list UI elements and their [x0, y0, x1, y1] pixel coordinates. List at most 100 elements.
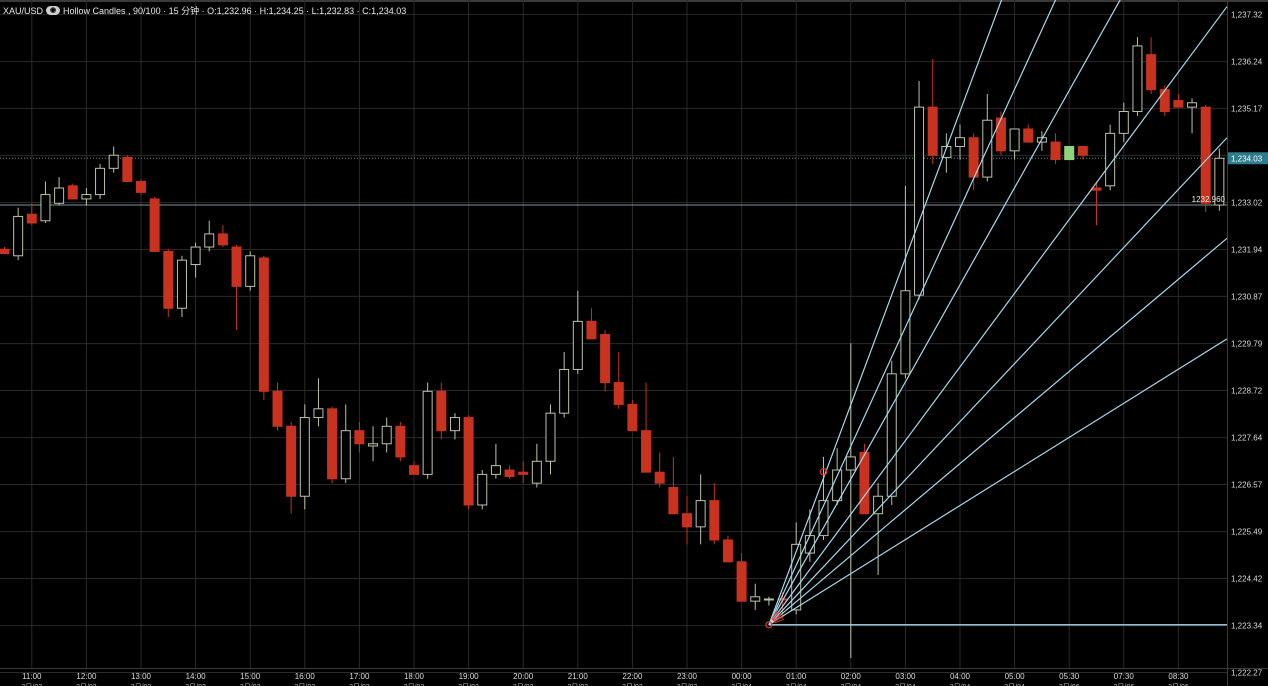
candle-body — [1173, 100, 1184, 108]
candle — [1077, 145, 1088, 160]
candle-body — [641, 430, 652, 473]
fan-control-handle — [819, 467, 828, 476]
y-axis-tick-label: 1,235.17 — [1231, 104, 1263, 113]
candle-body — [804, 535, 815, 554]
candle-body — [40, 194, 51, 222]
candle — [422, 382, 433, 479]
x-axis-time-label: 07:30 — [1114, 672, 1135, 681]
candle — [682, 496, 692, 545]
candle-body — [477, 473, 488, 506]
candle — [613, 351, 624, 409]
candle-body — [436, 390, 447, 432]
candle-body — [54, 187, 65, 204]
candle-body — [409, 465, 419, 475]
candle-body — [299, 417, 310, 497]
candle — [559, 351, 570, 418]
candle-body — [600, 333, 611, 384]
y-axis-tick-label: 1,237.32 — [1231, 10, 1263, 19]
candle — [886, 360, 897, 505]
candle — [395, 421, 406, 462]
candle-body — [13, 215, 24, 257]
fan-anchor-marker — [774, 618, 785, 624]
x-axis-date-label: 3日/06 — [1168, 683, 1189, 686]
x-axis-time-label: 03:00 — [895, 672, 916, 681]
candle-body — [108, 154, 119, 169]
x-axis-time-label: 18:00 — [404, 672, 425, 681]
x-axis-time-label: 15:00 — [240, 672, 261, 681]
candle — [1173, 94, 1184, 108]
candle — [463, 415, 474, 510]
candle-body — [914, 106, 925, 296]
fan-anchor-marker — [772, 612, 780, 621]
candle-body — [449, 417, 460, 432]
symbol-label[interactable]: XAU/USD — [3, 5, 44, 16]
candle-body — [845, 456, 856, 471]
candle-body — [545, 412, 556, 462]
x-axis-time-label: 22:00 — [622, 672, 643, 681]
y-axis-tick-label: 1,227.64 — [1231, 434, 1263, 443]
candle-body — [682, 513, 692, 528]
candle-body — [190, 246, 201, 266]
y-axis-tick-label: 1,226.57 — [1231, 480, 1263, 489]
candle — [627, 400, 638, 432]
x-axis-date-label: 3日/03 — [185, 683, 206, 686]
candle-body — [313, 408, 324, 419]
candle-body — [1050, 141, 1061, 161]
candle — [313, 378, 324, 427]
candle-body — [722, 539, 733, 563]
x-axis-date-label: 3日/06 — [1113, 683, 1134, 686]
candle-body — [204, 233, 215, 248]
candle-body — [736, 561, 747, 602]
candle-body — [1023, 128, 1034, 143]
candle-body — [1091, 187, 1102, 191]
candle-body — [859, 452, 870, 515]
eye-icon[interactable]: ◉ — [46, 6, 61, 15]
candle-body — [927, 106, 938, 156]
x-axis-time-label: 14:00 — [186, 672, 207, 681]
candle-body — [81, 194, 92, 200]
candle — [340, 404, 351, 484]
candle-body — [149, 198, 160, 252]
candle-body — [258, 257, 269, 392]
candle-body — [272, 390, 283, 427]
candle — [258, 255, 269, 401]
fan-line — [768, 137, 1228, 626]
candle-body — [0, 248, 10, 255]
candle — [873, 483, 884, 575]
candle-body — [26, 213, 37, 224]
x-axis-date-label: 3日/04 — [840, 683, 861, 686]
candle — [641, 382, 652, 473]
y-axis-tick-label: 1,231.94 — [1231, 246, 1263, 255]
candle-body — [245, 255, 256, 287]
x-axis-date-label: 3日/03 — [21, 683, 42, 686]
candle — [95, 163, 106, 199]
fan-anchor-handle — [765, 621, 773, 629]
candle-body — [163, 250, 174, 309]
x-axis-date-label: 3日/04 — [1004, 683, 1025, 686]
candle-body — [217, 233, 228, 246]
candle-body — [176, 259, 187, 309]
candle-body — [518, 471, 529, 475]
x-axis-time-label: 17:00 — [349, 672, 370, 681]
candle — [108, 146, 119, 173]
candle-body — [1077, 145, 1088, 156]
candle — [545, 404, 556, 475]
x-axis-time-label: 16:00 — [295, 672, 316, 681]
candle — [722, 535, 733, 563]
candle — [600, 330, 611, 392]
candle-body — [327, 408, 338, 480]
candle — [149, 196, 160, 252]
candle — [572, 290, 583, 374]
candle-body — [1105, 132, 1116, 187]
candle-body — [504, 469, 515, 478]
candle — [900, 185, 911, 379]
candle — [286, 421, 297, 514]
fan-anchor-marker — [771, 610, 778, 620]
y-axis-tick-label: 1,222.27 — [1231, 668, 1263, 677]
x-axis-date-label: 3日/03 — [294, 683, 315, 686]
x-axis-date-label: 3日/04 — [950, 683, 971, 686]
candle — [67, 183, 78, 200]
x-axis-date-label: 3日/04 — [895, 683, 916, 686]
